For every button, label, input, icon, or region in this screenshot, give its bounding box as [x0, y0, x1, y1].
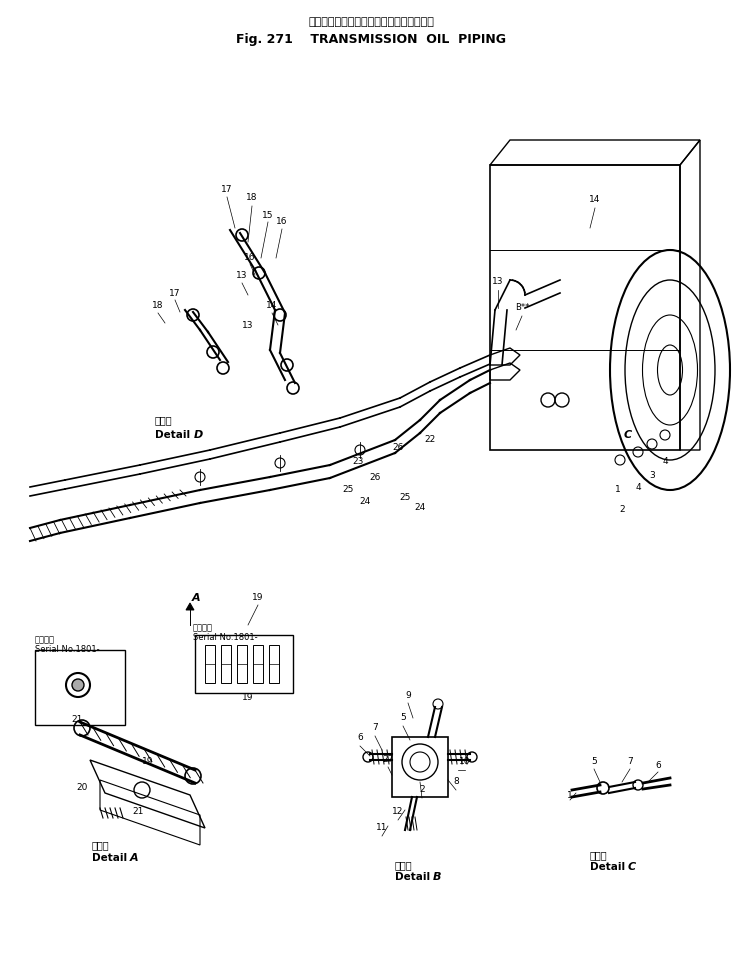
Text: 27: 27	[382, 755, 394, 765]
Text: 2: 2	[419, 785, 425, 795]
Text: 5: 5	[591, 758, 597, 767]
Text: Detail: Detail	[92, 853, 127, 863]
Text: 13: 13	[242, 320, 254, 329]
Text: 21: 21	[71, 715, 82, 724]
Circle shape	[72, 679, 84, 691]
Text: A: A	[191, 593, 200, 603]
Text: 1: 1	[615, 486, 621, 495]
Text: 1: 1	[567, 791, 573, 800]
Text: 2: 2	[619, 505, 625, 515]
Text: 13: 13	[236, 270, 248, 280]
Text: 3: 3	[649, 471, 655, 480]
Text: Serial No.1801-: Serial No.1801-	[35, 646, 99, 654]
Text: 25: 25	[342, 486, 354, 495]
Text: 10: 10	[459, 758, 470, 767]
Text: 22: 22	[424, 436, 436, 444]
Text: 適用番号: 適用番号	[35, 636, 55, 645]
Bar	[35, 650, 125, 725]
Polygon shape	[186, 603, 194, 610]
Text: 23: 23	[352, 458, 364, 467]
Text: 18: 18	[246, 194, 257, 202]
Text: 21: 21	[132, 807, 144, 816]
Text: 16: 16	[244, 253, 256, 261]
Text: 12: 12	[393, 807, 404, 816]
Bar	[195, 635, 293, 693]
Text: トランスミッション　オイル　パイピング: トランスミッション オイル パイピング	[308, 17, 434, 27]
Text: 適用番号: 適用番号	[193, 623, 213, 632]
Text: 25: 25	[399, 494, 410, 502]
Text: 26: 26	[370, 473, 381, 482]
Text: 11: 11	[376, 824, 388, 832]
Text: 詳　細: 詳 細	[395, 860, 413, 870]
Text: 18: 18	[152, 300, 164, 310]
Text: Detail: Detail	[590, 862, 625, 872]
Text: 20: 20	[76, 783, 88, 793]
Text: 8: 8	[453, 777, 459, 786]
Text: Serial No.1801-: Serial No.1801-	[193, 633, 257, 643]
Text: 7: 7	[372, 723, 378, 733]
Text: Detail: Detail	[395, 872, 430, 882]
Text: 詳　細: 詳 細	[155, 415, 173, 425]
Text: 26: 26	[393, 443, 404, 452]
Text: 17: 17	[169, 288, 181, 297]
Text: Detail: Detail	[155, 430, 190, 440]
Text: 5: 5	[400, 713, 406, 722]
Text: 7: 7	[627, 758, 633, 767]
Text: Fig. 271    TRANSMISSION  OIL  PIPING: Fig. 271 TRANSMISSION OIL PIPING	[236, 34, 506, 46]
Text: B**: B**	[515, 304, 529, 313]
Text: 17: 17	[221, 186, 233, 195]
Text: 6: 6	[655, 761, 661, 770]
Text: A: A	[130, 853, 139, 863]
Text: 4: 4	[635, 483, 641, 493]
Text: 16: 16	[276, 218, 288, 227]
Text: D: D	[194, 430, 203, 440]
Text: 14: 14	[266, 300, 278, 310]
Text: 6: 6	[357, 734, 363, 742]
Text: 4: 4	[662, 458, 668, 467]
Text: 詳　細: 詳 細	[590, 850, 608, 860]
Text: 24: 24	[414, 503, 426, 512]
Text: 13: 13	[492, 278, 504, 287]
Text: 19: 19	[142, 758, 154, 767]
Text: 19: 19	[252, 593, 263, 602]
Text: 詳　細: 詳 細	[92, 840, 110, 850]
Text: C: C	[628, 862, 636, 872]
Text: 19: 19	[242, 693, 254, 703]
Text: 14: 14	[589, 196, 601, 204]
Text: 9: 9	[405, 690, 411, 700]
Text: B: B	[433, 872, 441, 882]
Text: C: C	[624, 430, 632, 440]
Text: 15: 15	[262, 210, 274, 220]
Text: 24: 24	[359, 498, 370, 506]
